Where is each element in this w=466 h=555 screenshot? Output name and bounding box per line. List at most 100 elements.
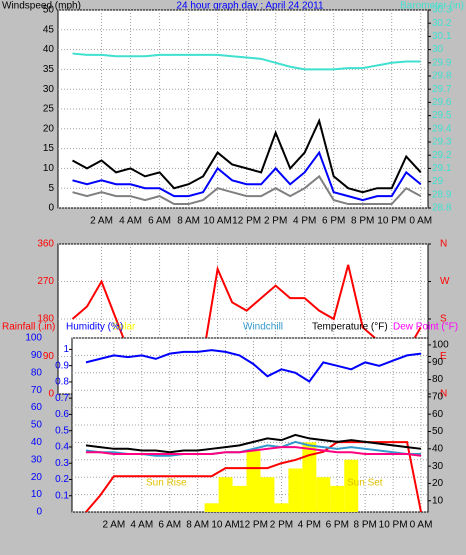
y-tick-label: 80 <box>432 374 444 385</box>
legend-label: Temperature (°F) <box>312 322 388 333</box>
wind-label: Windspeed (mph) <box>2 1 81 12</box>
y-tick-label: 0 <box>48 389 54 400</box>
x-tick-label: 2 PM <box>264 216 287 227</box>
y-tick-label: 0.7 <box>55 393 69 404</box>
x-tick-label: 6 PM <box>322 216 345 227</box>
x-tick-label: 2 AM <box>102 520 125 531</box>
y-tick-label: 270 <box>37 276 54 287</box>
y-tick-label: 0 <box>36 507 42 518</box>
x-tick-label: 6 AM <box>148 216 171 227</box>
x-tick-label: 0 AM <box>410 520 433 531</box>
series-line <box>85 349 422 383</box>
y-tick-label: 35 <box>43 64 55 75</box>
x-tick-label: 4 PM <box>298 520 321 531</box>
y-tick-label: 0.3 <box>55 458 69 469</box>
y-tick-label: 90 <box>43 351 55 362</box>
solar-bar <box>288 468 303 512</box>
solar-bar <box>274 503 289 512</box>
x-tick-label: 12 PM <box>232 216 261 227</box>
y-tick-label: 30 <box>31 454 43 465</box>
series-line <box>72 117 422 194</box>
legend-label: Rainfall (.in) <box>2 322 55 333</box>
y-tick-label: 30 <box>432 461 444 472</box>
y-tick-label: 0.4 <box>55 442 69 453</box>
y-tick-label: 50 <box>432 426 444 437</box>
y-tick-label: 5 <box>48 183 54 194</box>
y-tick-label: 100 <box>25 333 42 344</box>
y-tick-label: 10 <box>432 495 444 506</box>
y-tick-label: 60 <box>432 409 444 420</box>
solar-bar <box>302 442 317 512</box>
barometer-label: Barometer (in) <box>400 1 464 12</box>
y-tick-label: 0 <box>48 203 54 214</box>
y-tick-label: S <box>440 314 447 325</box>
x-tick-label: 8 AM <box>177 216 200 227</box>
y-tick-label: 29.5 <box>432 110 452 121</box>
annotation: Sun Rise <box>146 478 187 489</box>
y-tick-label: 40 <box>43 44 55 55</box>
x-tick-label: 4 AM <box>119 216 142 227</box>
y-tick-label: 29.2 <box>432 150 452 161</box>
y-tick-label: N <box>440 239 447 250</box>
y-tick-label: 29.6 <box>432 97 452 108</box>
y-tick-label: 50 <box>43 5 55 16</box>
series-line <box>85 446 422 457</box>
x-tick-label: 4 PM <box>293 216 316 227</box>
solar-bar <box>344 459 359 512</box>
x-tick-label: 10 AM <box>211 520 239 531</box>
y-tick-label: 10 <box>43 163 55 174</box>
solar-bar <box>260 477 275 512</box>
solar-bar <box>218 477 233 512</box>
y-tick-label: N <box>440 389 447 400</box>
x-tick-label: 8 AM <box>186 520 209 531</box>
y-tick-label: 0.5 <box>55 425 69 436</box>
legend-label: Windchill <box>243 322 283 333</box>
y-tick-label: 90 <box>432 357 444 368</box>
y-tick-label: 20 <box>43 123 55 134</box>
y-tick-label: 29.3 <box>432 137 452 148</box>
x-tick-label: 10 PM <box>379 520 408 531</box>
x-tick-label: 8 PM <box>351 216 374 227</box>
y-tick-label: 30.1 <box>432 31 452 42</box>
y-tick-label: 30 <box>432 44 444 55</box>
y-tick-label: 40 <box>31 437 43 448</box>
y-tick-label: 29.7 <box>432 84 452 95</box>
y-tick-label: 70 <box>432 392 444 403</box>
annotation: Sun Set <box>347 478 383 489</box>
y-tick-label: 60 <box>31 402 43 413</box>
y-tick-label: 0.9 <box>55 360 69 371</box>
x-tick-label: 8 PM <box>354 520 377 531</box>
series-line <box>72 150 422 202</box>
series-line <box>72 174 422 206</box>
solar-bar <box>316 477 331 512</box>
y-tick-label: 30.3 <box>432 5 452 16</box>
y-tick-label: 25 <box>43 104 55 115</box>
solar-bar <box>330 485 345 512</box>
y-tick-label: 28.8 <box>432 203 452 214</box>
y-tick-label: 29 <box>432 176 444 187</box>
y-tick-label: 10 <box>31 489 43 500</box>
solar-bar <box>232 485 247 512</box>
y-tick-label: 30.2 <box>432 18 452 29</box>
y-tick-label: 0.8 <box>55 377 69 388</box>
x-tick-label: 12 PM <box>239 520 268 531</box>
x-tick-label: 10 AM <box>203 216 231 227</box>
y-tick-label: 29.8 <box>432 71 452 82</box>
y-tick-label: 1 <box>63 344 69 355</box>
y-tick-label: 40 <box>432 443 444 454</box>
y-tick-label: 20 <box>31 472 43 483</box>
y-tick-label: 50 <box>31 420 43 431</box>
x-tick-label: 10 PM <box>377 216 406 227</box>
series-line <box>85 433 422 454</box>
y-tick-label: W <box>440 276 450 287</box>
y-tick-label: 0.6 <box>55 409 69 420</box>
y-tick-label: E <box>440 351 447 362</box>
y-tick-label: 70 <box>31 385 43 396</box>
legend-label: Humidity (%) <box>66 322 123 333</box>
y-tick-label: 0.1 <box>55 490 69 501</box>
solar-bar <box>246 451 261 512</box>
x-tick-label: 6 AM <box>158 520 181 531</box>
y-tick-label: 29.9 <box>432 57 452 68</box>
plot-area <box>57 9 429 209</box>
